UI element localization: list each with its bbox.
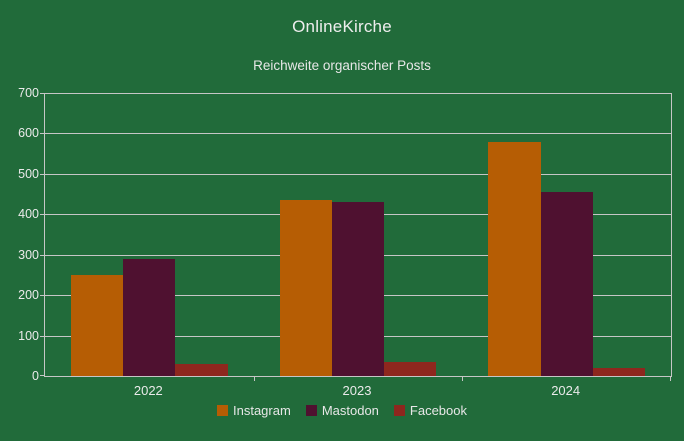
- bar-facebook-2022: [175, 363, 228, 376]
- x-axis-tick-labels: 2022 2023 2024: [44, 383, 670, 401]
- bar-instagram-2023: [279, 200, 332, 376]
- bar-facebook-2024: [592, 367, 645, 376]
- legend-item-facebook: Facebook: [393, 403, 467, 418]
- bar-mastodon-2024: [540, 192, 593, 376]
- x-axis-label-2022: 2022: [133, 383, 163, 398]
- legend-swatch-facebook: [393, 405, 405, 416]
- y-axis-tick-label-700: 700: [18, 86, 39, 100]
- y-axis-tick-700: [40, 93, 44, 94]
- plot-area: [40, 93, 672, 381]
- gridline-600: [45, 133, 671, 135]
- x-axis-tick-1: [253, 377, 255, 381]
- y-axis-tick-label-600: 600: [18, 126, 39, 141]
- legend-item-instagram: Instagram: [217, 403, 291, 418]
- gridline-500: [45, 173, 671, 175]
- bar-instagram-2022: [71, 274, 124, 376]
- y-axis-tick-0: [40, 375, 44, 376]
- x-axis-tick-3: [670, 377, 671, 381]
- y-axis-tick-100: [40, 335, 44, 337]
- y-axis-tick-label-200: 200: [18, 288, 39, 303]
- legend-label-mastodon: Mastodon: [321, 403, 379, 418]
- y-axis-tick-label-500: 500: [18, 166, 39, 181]
- bar-mastodon-2022: [123, 258, 176, 376]
- y-axis-tick-label-300: 300: [18, 247, 39, 262]
- x-axis-label-2024: 2024: [551, 383, 581, 398]
- legend: Instagram Mastodon Facebook: [0, 403, 684, 418]
- gridline-700: [45, 93, 671, 94]
- y-axis-tick-label-0: 0: [32, 369, 39, 383]
- legend-label-facebook: Facebook: [409, 403, 467, 418]
- x-axis-label-2023: 2023: [342, 383, 372, 398]
- legend-swatch-mastodon: [305, 405, 317, 416]
- chart-subtitle: Reichweite organischer Posts: [253, 58, 431, 73]
- y-axis-tick-400: [40, 214, 44, 216]
- bar-instagram-2024: [488, 141, 541, 376]
- legend-label-instagram: Instagram: [233, 403, 291, 418]
- y-axis-tick-labels: 0 100 200 300 400 500 600 700: [0, 87, 39, 383]
- y-axis-tick-500: [40, 173, 44, 175]
- chart-title: OnlineKirche: [292, 17, 392, 36]
- legend-swatch-instagram: [217, 405, 228, 416]
- legend-item-mastodon: Mastodon: [305, 403, 379, 418]
- y-axis-tick-label-400: 400: [18, 207, 39, 222]
- y-axis-tick-label-100: 100: [18, 328, 39, 343]
- y-axis-tick-300: [40, 254, 44, 256]
- bar-mastodon-2023: [331, 202, 385, 376]
- y-axis-tick-200: [40, 295, 44, 297]
- y-axis-tick-600: [40, 133, 44, 135]
- x-axis-tick-2: [462, 377, 464, 381]
- bar-facebook-2023: [384, 361, 437, 376]
